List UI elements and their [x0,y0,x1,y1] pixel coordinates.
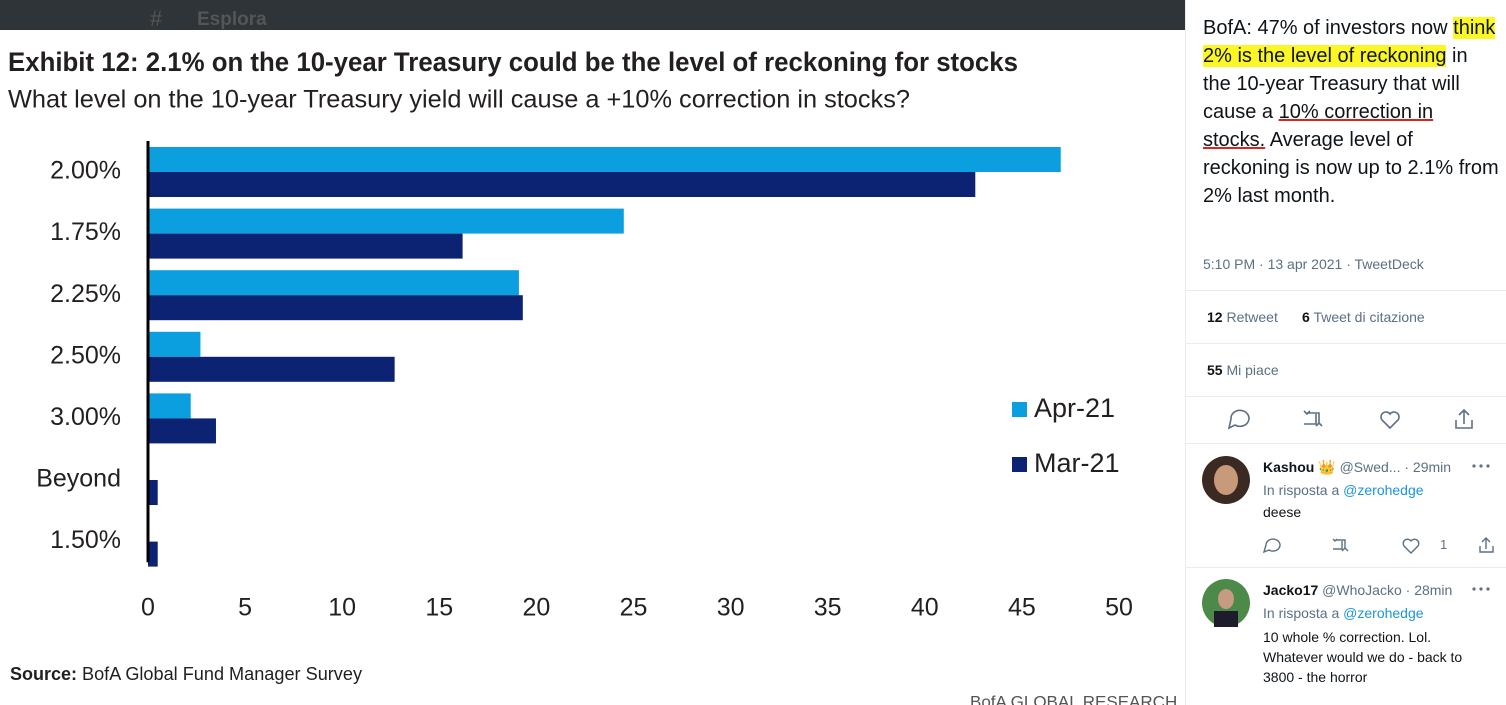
bar [148,233,463,259]
reply-handle[interactable]: @WhoJacko [1322,582,1402,598]
reply-to: In risposta a @zerohedge [1263,605,1424,621]
reply-to-handle[interactable]: @zerohedge [1343,482,1424,498]
x-tick-label: 20 [522,594,550,622]
x-tick-label: 35 [814,594,842,622]
chart-title: Exhibit 12: 2.1% on the 10-year Treasury… [8,47,1018,77]
tweet-text-part: BofA: 47% of investors now [1203,17,1454,39]
bar [148,541,158,567]
tweet-panel: BofA: 47% of investors now think 2% is t… [1185,0,1506,705]
y-tick-label: 2.50% [50,341,121,369]
reply-time[interactable]: · 28min [1405,582,1453,598]
retweet-count: 12 [1207,309,1223,325]
separator [1186,290,1506,291]
like-button[interactable] [1402,538,1420,554]
y-tick-label: 1.75% [50,218,121,246]
bar [148,418,216,444]
bar [148,270,519,296]
bar [148,172,976,197]
reply-to-label: In risposta a [1263,482,1340,498]
source-label: Source: [10,664,77,684]
reply-badge: 👑 [1318,459,1336,475]
x-tick-label: 10 [328,594,356,622]
quotes[interactable]: 6 Tweet di citazione [1302,309,1425,325]
y-tick-label: 3.00% [50,403,121,431]
y-tick-label: 2.25% [50,280,121,308]
retweet-label: Retweet [1226,309,1278,325]
tweet-actions [1227,408,1473,430]
legend-swatch [1012,402,1027,417]
retweet-button[interactable] [1332,538,1349,552]
separator [1186,567,1506,568]
y-tick-label: 2.00% [50,157,121,185]
x-tick-label: 15 [425,594,453,622]
top-bar [0,0,1185,30]
bar [148,208,624,234]
reply-text: deese [1263,504,1302,520]
tweet-text-part: in the 10-year Treasury that will cause … [1203,45,1468,123]
reply-name[interactable]: Jacko17 [1263,582,1319,598]
legend-label: Mar-21 [1034,448,1120,478]
separator [1186,343,1506,344]
like-button[interactable] [1380,411,1400,430]
quote-label: Tweet di citazione [1313,309,1425,325]
x-tick-label: 45 [1008,594,1036,622]
reply-name[interactable]: Kashou [1263,459,1315,475]
chart-subtitle: What level on the 10-year Treasury yield… [8,86,910,114]
separator [1186,396,1506,397]
reply-to-handle[interactable]: @zerohedge [1343,605,1424,621]
share-button[interactable] [1455,408,1473,429]
retweet-button[interactable] [1303,410,1323,427]
nav-label[interactable]: Esplora [197,9,267,30]
y-tick-label: Beyond [36,465,121,493]
reply-header: Kashou 👑 @Swed... · 29min [1263,459,1451,476]
bar [148,480,158,505]
tweet-text-part: Average level of reckoning is now up to … [1203,129,1499,207]
tweet-text: BofA: 47% of investors now think 2% is t… [1203,14,1499,210]
x-tick-label: 0 [141,594,155,622]
more-button[interactable] [1466,583,1496,595]
x-tick-label: 5 [238,594,252,622]
like-label: Mi piace [1226,362,1279,378]
reply-to-label: In risposta a [1263,605,1340,621]
bar [148,331,201,357]
bar [148,393,191,419]
reply-handle[interactable]: @Swed... [1339,459,1401,475]
nav-icon: # [150,6,163,31]
legend-label: Apr-21 [1034,393,1115,423]
reply-actions [1262,537,1494,554]
x-tick-label: 50 [1105,594,1133,622]
x-tick-label: 30 [717,594,745,622]
reply-to: In risposta a @zerohedge [1263,482,1424,498]
x-tick-label: 25 [620,594,648,622]
avatar[interactable] [1202,456,1250,504]
bar [148,295,523,321]
quote-count: 6 [1302,309,1310,325]
source: BofA Global Fund Manager Survey [82,664,362,684]
reply-like-count: 1 [1440,537,1448,552]
legend-swatch [1012,457,1027,472]
footer: BofA GLOBAL RESEARCH [970,692,1177,705]
bar [148,147,1061,172]
chart: # Esplora Exhibit 12: 2.1% on the 10-yea… [0,0,1185,705]
share-button[interactable] [1479,537,1494,553]
like-count: 55 [1207,362,1223,378]
retweets[interactable]: 12 Retweet [1207,309,1278,325]
reply-button[interactable] [1262,538,1281,554]
more-button[interactable] [1466,460,1496,472]
reply-header: Jacko17 @WhoJacko · 28min [1263,582,1452,598]
avatar[interactable] [1202,579,1250,627]
separator [1186,443,1506,444]
x-tick-label: 40 [911,594,939,622]
timestamp[interactable]: 5:10 PM · 13 apr 2021 · TweetDeck [1203,256,1424,272]
reply-time[interactable]: · 29min [1404,459,1452,475]
bar [148,356,395,382]
likes[interactable]: 55 Mi piace [1207,362,1279,378]
reply-button[interactable] [1227,409,1250,430]
tweet-text-underline: 10% correction in stocks. [1203,101,1434,151]
reply-text: 10 whole % correction. Lol. Whatever wou… [1263,629,1463,685]
y-tick-label: 1.50% [50,526,121,554]
